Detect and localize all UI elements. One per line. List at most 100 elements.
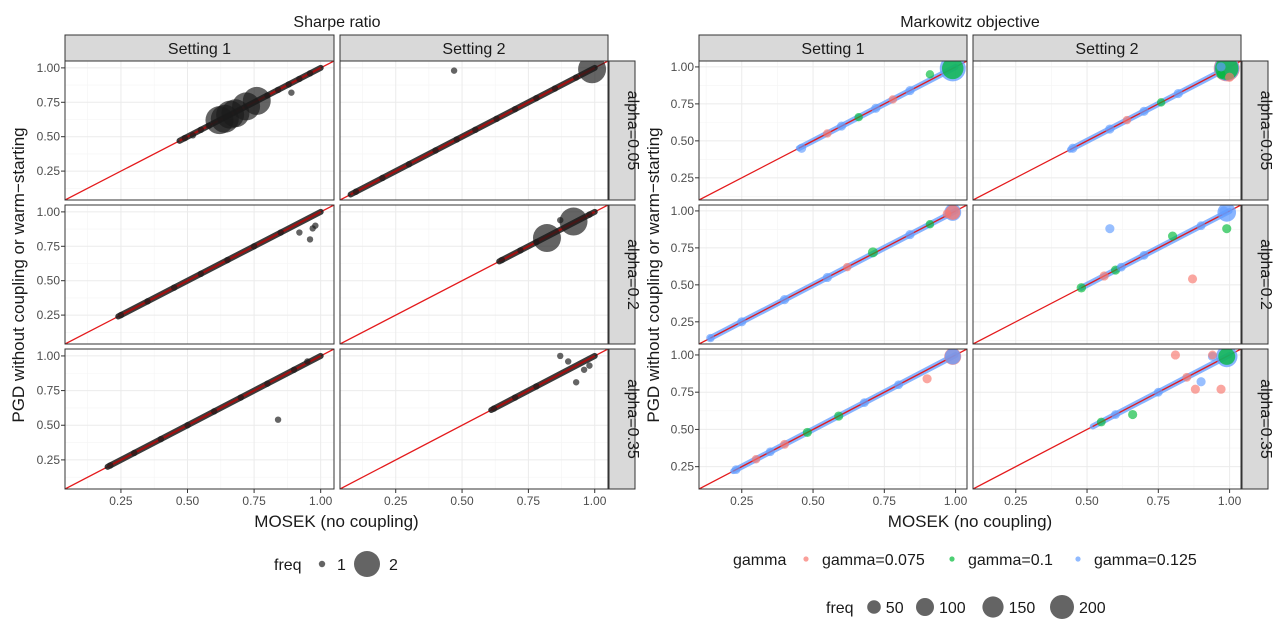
data-point [296, 75, 303, 83]
plot-title: Markowitz objective [900, 14, 1040, 31]
data-point [942, 61, 964, 80]
facet-panel [339, 60, 609, 201]
y-tick-label: 0.50 [37, 274, 61, 288]
y-tick-label: 0.50 [37, 418, 61, 432]
legend-freq-label: 2 [389, 557, 398, 574]
y-tick-label: 0.25 [37, 308, 61, 322]
data-point [751, 454, 761, 464]
data-point [450, 67, 458, 74]
legend-size-title: freq [826, 600, 854, 617]
data-point [706, 333, 715, 343]
data-point [498, 256, 506, 264]
y-tick-label: 0.25 [671, 315, 695, 329]
data-point [511, 105, 519, 113]
row-strip-label: alpha=0.2 [624, 239, 641, 310]
panel-border [64, 204, 335, 345]
panel-marks [973, 61, 1241, 200]
row-strip [1241, 60, 1269, 201]
data-point [205, 122, 213, 129]
data-point [1196, 221, 1206, 231]
facet-panel [64, 348, 335, 490]
legend-gamma-key [949, 556, 955, 562]
data-point [405, 161, 413, 168]
legend-freq-label: 1 [337, 557, 346, 574]
data-point [210, 104, 239, 133]
data-point [1111, 410, 1120, 419]
data-point [250, 243, 258, 250]
data-point [867, 247, 878, 258]
x-tick-label: 0.75 [1147, 494, 1171, 508]
data-point [1116, 262, 1126, 272]
y-tick-label: 0.50 [37, 130, 61, 144]
facet-panel [64, 204, 335, 345]
data-point [1128, 409, 1138, 420]
facet-panel [339, 348, 609, 490]
y-tick-label: 1.00 [671, 348, 695, 362]
data-point [490, 405, 498, 412]
data-point [905, 85, 915, 96]
row-strip [608, 204, 636, 345]
facet-panel [339, 204, 609, 345]
row-strip-label: alpha=0.05 [1257, 91, 1274, 171]
panel-marks [65, 205, 334, 344]
x-tick-label: 0.25 [730, 494, 754, 508]
data-point [859, 398, 869, 408]
y-tick-label: 1.00 [671, 60, 695, 74]
data-point [1182, 372, 1192, 382]
data-point [731, 465, 741, 475]
data-point [304, 358, 311, 365]
x-tick-label: 0.75 [873, 494, 897, 508]
column-strip-label: Setting 1 [168, 41, 231, 58]
legend-size-key [982, 596, 1004, 618]
data-point [1156, 98, 1166, 107]
facet-panel [698, 348, 968, 490]
data-point [942, 209, 952, 219]
facet-panel [972, 60, 1242, 201]
y-tick-label: 0.25 [671, 171, 695, 185]
data-point [854, 112, 863, 122]
data-point [352, 188, 360, 195]
legend-gamma-label: gamma=0.075 [822, 552, 925, 569]
x-tick-label: 0.50 [176, 494, 200, 508]
panel-border [972, 348, 1242, 490]
x-tick-label: 0.50 [1075, 494, 1099, 508]
data-point [1076, 283, 1087, 293]
legend-size-label: 50 [886, 600, 904, 617]
panel-border [339, 204, 609, 345]
data-point [1187, 274, 1198, 284]
data-point [802, 427, 812, 437]
data-point [533, 383, 540, 390]
series-dense-highlight [1069, 66, 1230, 151]
data-point [1190, 384, 1200, 394]
row-strip-label: alpha=0.35 [624, 379, 641, 459]
data-point [1139, 250, 1149, 260]
data-point [224, 256, 231, 264]
data-point [533, 238, 540, 246]
data-point [181, 134, 189, 142]
data-point [1068, 143, 1078, 153]
data-point [905, 229, 915, 240]
facet-panel [698, 204, 968, 345]
data-point [822, 272, 832, 283]
data-point [277, 229, 284, 236]
data-point [274, 416, 282, 423]
x-tick-label: 0.25 [109, 494, 133, 508]
x-tick-label: 0.25 [384, 494, 408, 508]
data-point [1099, 271, 1109, 281]
y-tick-label: 0.50 [671, 278, 695, 292]
data-point [944, 349, 961, 365]
column-strip-label: Setting 1 [801, 41, 864, 58]
y-tick-label: 1.00 [37, 205, 61, 219]
data-point [306, 236, 314, 243]
panel-marks [699, 205, 967, 344]
legend-gamma-key [803, 556, 809, 562]
row-strip-label: alpha=0.05 [624, 91, 641, 171]
panel-marks [340, 205, 608, 344]
data-point [1208, 350, 1217, 360]
y-tick-label: 1.00 [37, 61, 61, 75]
column-strip [972, 34, 1242, 62]
facet-panel [64, 60, 335, 201]
data-point [780, 439, 789, 449]
y-tick-label: 0.25 [37, 453, 61, 467]
